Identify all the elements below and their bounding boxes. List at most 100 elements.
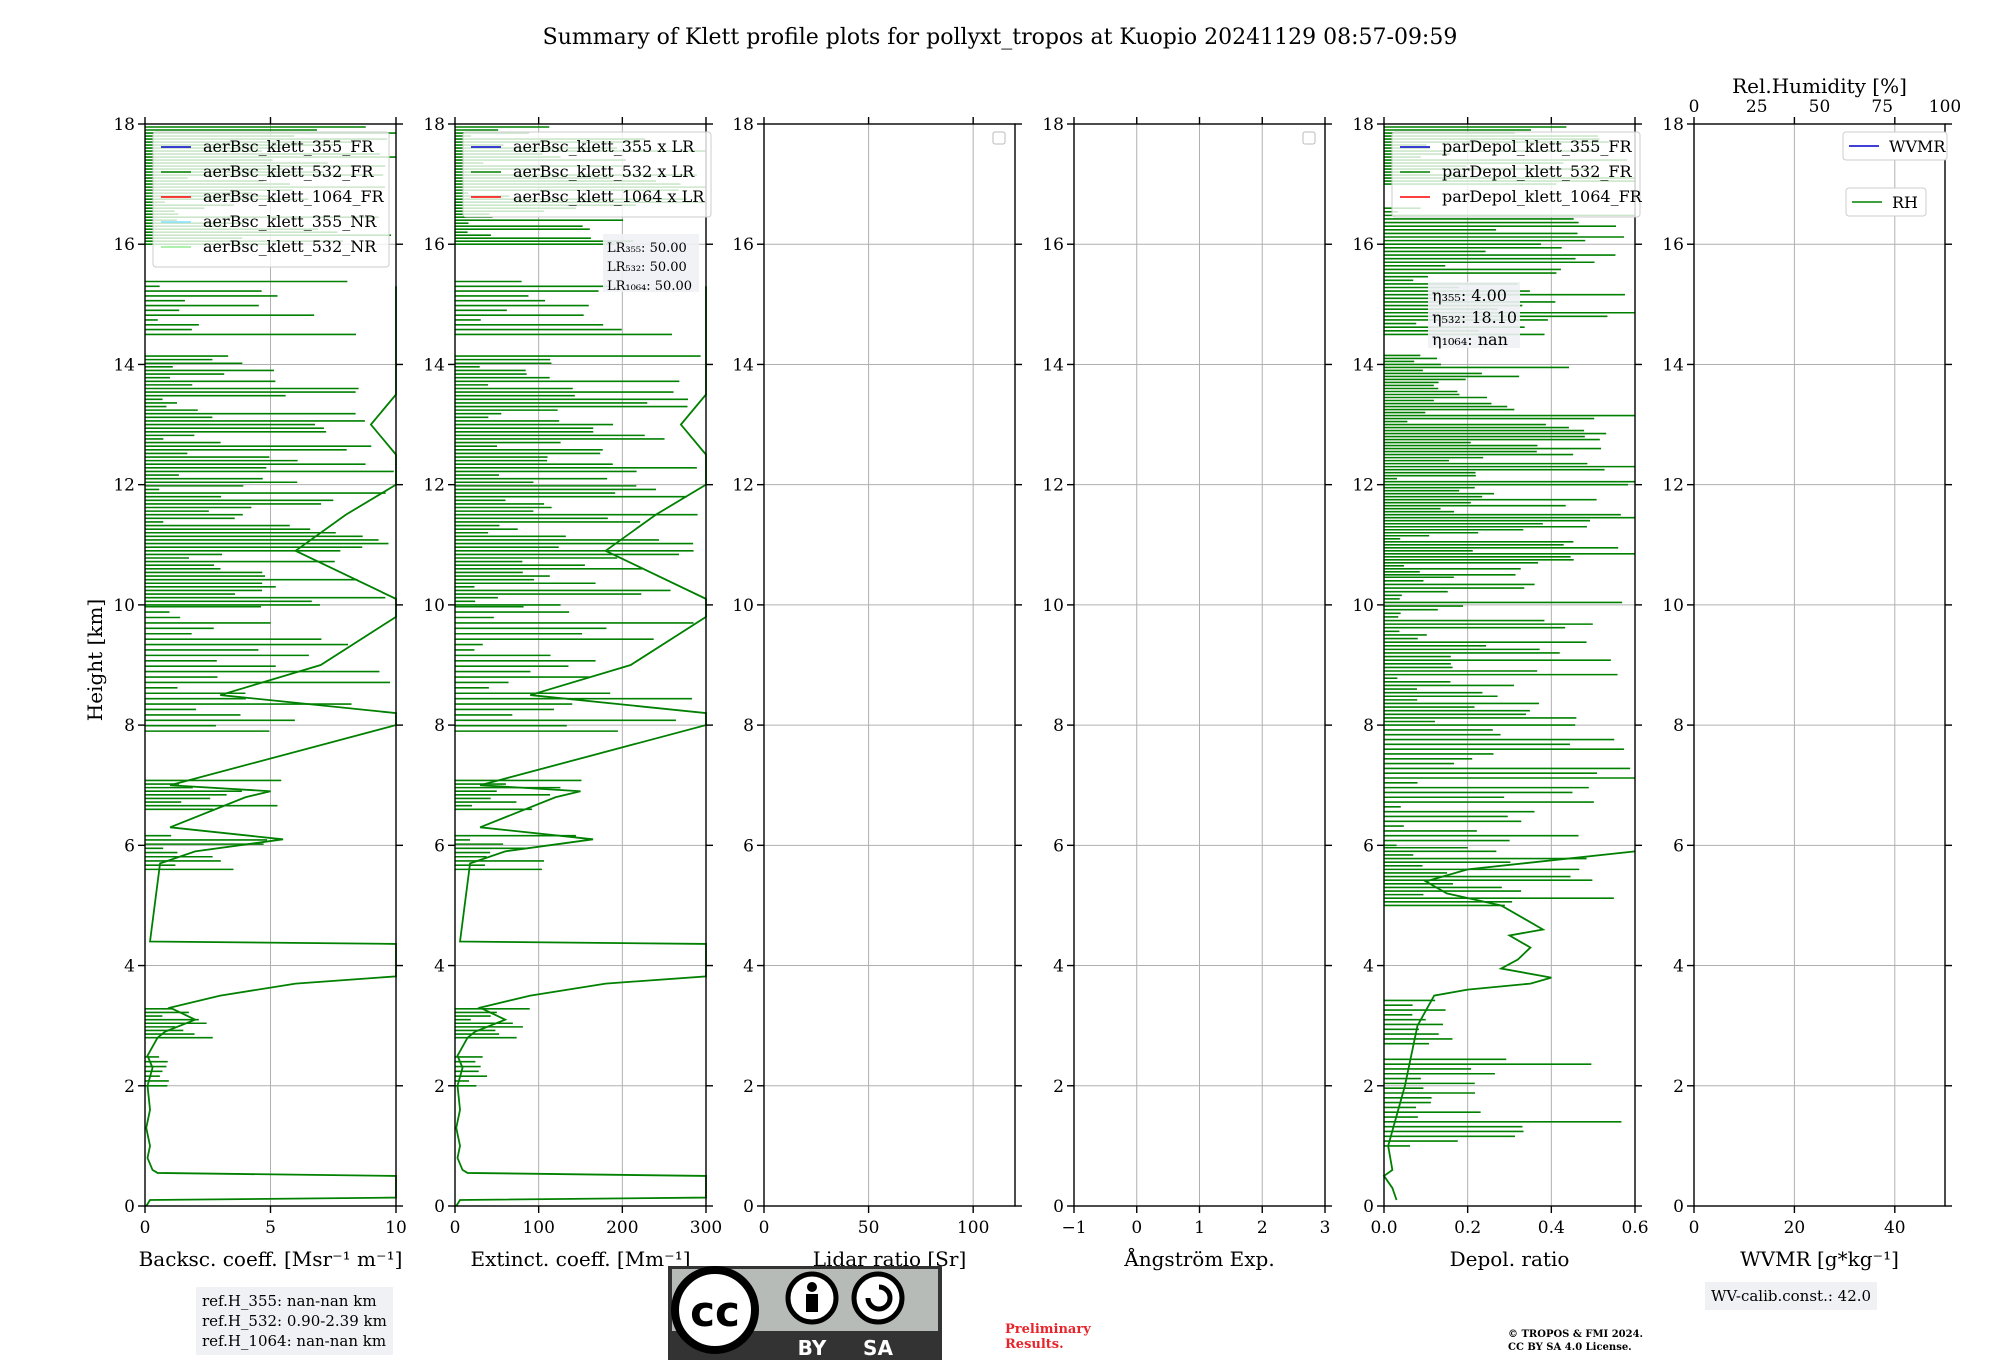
x-axis-label: Backsc. coeff. [Msr⁻¹ m⁻¹] <box>139 1247 403 1271</box>
y-tick-label: 18 <box>732 115 754 135</box>
y-axis-label: Height [km] <box>83 599 107 721</box>
x-tick-label: 2 <box>1257 1218 1268 1238</box>
sa-arrow-icon <box>865 1284 893 1312</box>
x-tick-label: 0.4 <box>1538 1218 1565 1238</box>
y-tick-label: 10 <box>113 596 135 616</box>
x-tick-label: 10 <box>385 1218 407 1238</box>
lr-annotation-text: LR₃₅₅: 50.00 <box>607 241 687 256</box>
legend-label: aerBsc_klett_532_NR <box>203 237 377 256</box>
legend-label: parDepol_klett_1064_FR <box>1442 187 1643 206</box>
x-tick-label: 40 <box>1884 1218 1906 1238</box>
by-person-body-icon <box>806 1294 818 1312</box>
panel-frame <box>763 123 1016 1207</box>
copyright-line-2: CC BY SA 4.0 License. <box>1508 1342 1632 1353</box>
panel-5: 0 2 4 6 8 10 12 14 16 18 0.0 0.2 0.4 0.6 Depol. ratio p… <box>1352 115 1648 1271</box>
x-tick-label: 1 <box>1194 1218 1205 1238</box>
lr-annotation-box <box>603 234 699 292</box>
legend-label: aerBsc_klett_355_FR <box>203 137 374 156</box>
legend-box <box>1842 131 1948 161</box>
cc-by-sa-badge: cc BY SA <box>668 1266 942 1360</box>
copyright-line-1: © TROPOS & FMI 2024. <box>1508 1329 1644 1340</box>
legend: WVMR RH <box>1842 131 1948 217</box>
copyright-note: © TROPOS & FMI 2024. CC BY SA 4.0 Licens… <box>1508 1328 1643 1354</box>
y-tick-label: 14 <box>113 355 135 375</box>
series-532-fr-line <box>145 286 397 1207</box>
x-tick-label: 300 <box>690 1218 722 1238</box>
y-tick-label: 18 <box>1352 115 1374 135</box>
y-tick-label: 10 <box>1352 596 1374 616</box>
y-tick-label: 18 <box>113 115 135 135</box>
legend-label: aerBsc_klett_532_FR <box>203 162 374 181</box>
y-tick-label: 2 <box>743 1077 754 1097</box>
y-tick-label: 12 <box>423 476 445 496</box>
y-tick-label: 16 <box>1042 235 1064 255</box>
lr-annotation-text: LR₁₀₆₄: 50.00 <box>607 279 692 294</box>
legend-label: aerBsc_klett_1064_FR <box>203 187 385 206</box>
y-tick-label: 18 <box>1042 115 1064 135</box>
y-tick-label: 14 <box>1662 355 1684 375</box>
legend-label: aerBsc_klett_355 x LR <box>513 137 695 156</box>
y-tick-label: 4 <box>1673 957 1684 977</box>
legend-label: parDepol_klett_532_FR <box>1442 162 1633 181</box>
y-tick-label: 14 <box>423 355 445 375</box>
y-tick-label: 2 <box>1053 1077 1064 1097</box>
y-tick-label: 6 <box>743 836 754 856</box>
sa-share-alike-icon <box>851 1271 905 1325</box>
cc-by-label: BY <box>798 1336 827 1360</box>
y-tick-label: 12 <box>732 476 754 496</box>
x-tick-label: 0.2 <box>1454 1218 1481 1238</box>
empty-legend-box <box>992 131 1006 145</box>
panel-frame <box>1383 123 1636 1207</box>
x-tick-label: 50 <box>858 1218 880 1238</box>
y-tick-label: 10 <box>732 596 754 616</box>
panel-frame <box>454 123 707 1207</box>
panel-frame <box>1693 123 1946 1207</box>
legend-label: parDepol_klett_355_FR <box>1442 137 1633 156</box>
eta-annotation-text: η₁₀₆₄: nan <box>1432 330 1508 349</box>
y-tick-label: 8 <box>434 716 445 736</box>
y-tick-label: 16 <box>732 235 754 255</box>
series-532-fr-line <box>455 286 707 1207</box>
y-tick-label: 6 <box>434 836 445 856</box>
y-tick-label: 14 <box>1042 355 1064 375</box>
x-axis-label: Extinct. coeff. [Mm⁻¹] <box>470 1247 690 1271</box>
legend: parDepol_klett_355_FR parDepol_klett_532_… <box>1391 131 1643 218</box>
preliminary-line-2: Results. <box>1005 1337 1064 1352</box>
legend-box <box>1391 131 1641 218</box>
y-tick-label: 18 <box>1662 115 1684 135</box>
y-tick-label: 0 <box>1673 1197 1684 1217</box>
y-tick-label: 18 <box>423 115 445 135</box>
y-tick-label: 2 <box>434 1077 445 1097</box>
panel-1: 0 2 4 6 8 10 12 14 16 18 0 5 10 Backsc. coeff. [Msr⁻¹… <box>113 115 406 1271</box>
y-tick-label: 0 <box>1053 1197 1064 1217</box>
cc-sa-label: SA <box>863 1336 893 1360</box>
ref-height-532: ref.H_532: 0.90-2.39 km <box>202 1312 387 1330</box>
x-tick-label: 0 <box>140 1218 151 1238</box>
y-tick-label: 4 <box>124 957 135 977</box>
legend-box <box>1845 187 1927 217</box>
ref-height-1064: ref.H_1064: nan-nan km <box>202 1332 387 1350</box>
y-tick-label: 16 <box>113 235 135 255</box>
y-tick-label: 16 <box>423 235 445 255</box>
legend-label: aerBsc_klett_1064 x LR <box>513 187 705 206</box>
legend: aerBsc_klett_355 x LR aerBsc_klett_532 x … <box>462 131 712 218</box>
y-tick-label: 4 <box>434 957 445 977</box>
legend-box <box>152 131 390 268</box>
lr-annotation-text: LR₅₃₂: 50.00 <box>607 260 687 275</box>
x-tick-label: 5 <box>265 1218 276 1238</box>
x-tick-label: 0 <box>1689 1218 1700 1238</box>
legend-label: aerBsc_klett_532 x LR <box>513 162 695 181</box>
y-tick-label: 0 <box>1363 1197 1374 1217</box>
preliminary-line-1: Preliminary <box>1005 1322 1091 1337</box>
x-tick-label: 3 <box>1320 1218 1331 1238</box>
y-tick-label: 12 <box>1042 476 1064 496</box>
y-tick-label: 4 <box>1053 957 1064 977</box>
y-tick-label: 14 <box>732 355 754 375</box>
y-tick-label: 4 <box>743 957 754 977</box>
y-tick-label: 8 <box>1363 716 1374 736</box>
y-tick-label: 12 <box>1662 476 1684 496</box>
by-person-head-icon <box>807 1282 817 1292</box>
cc-icon <box>671 1266 759 1354</box>
